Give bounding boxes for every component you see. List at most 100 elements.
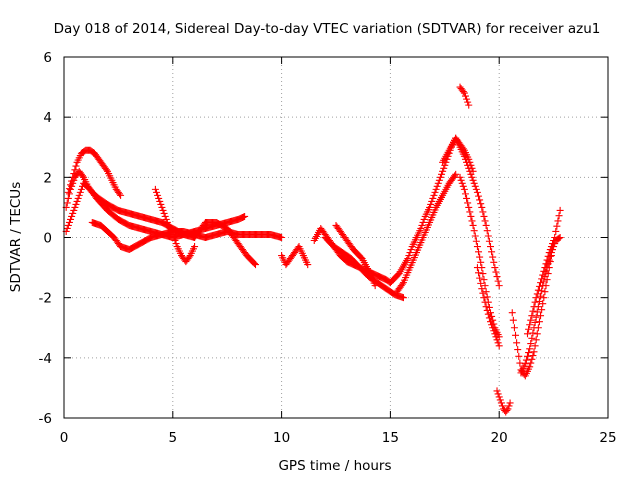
data-point — [522, 356, 530, 364]
data-point — [523, 330, 531, 338]
data-point — [537, 312, 545, 320]
data-point — [532, 336, 540, 344]
data-point — [73, 197, 81, 205]
data-point — [531, 298, 539, 306]
data-point — [433, 182, 441, 190]
data-point — [102, 166, 110, 174]
data-point — [159, 206, 167, 214]
data-point — [475, 248, 483, 256]
data-point — [537, 279, 545, 287]
data-point — [526, 321, 534, 329]
data-point — [483, 306, 491, 314]
data-point — [399, 294, 407, 302]
data-point — [515, 352, 523, 360]
data-point — [496, 396, 504, 404]
data-point — [556, 234, 564, 241]
data-point — [495, 342, 503, 350]
data-point — [492, 268, 500, 276]
data-point — [555, 212, 563, 220]
data-point — [304, 261, 312, 269]
data-point — [482, 221, 490, 229]
data-point — [529, 352, 537, 360]
data-point — [491, 330, 499, 338]
data-point — [465, 101, 473, 109]
data-point — [492, 333, 500, 341]
data-point — [475, 269, 483, 277]
data-point — [158, 203, 166, 211]
data-point — [475, 192, 483, 200]
data-point — [479, 289, 487, 297]
data-point — [434, 179, 442, 187]
data-point — [407, 246, 415, 254]
data-point — [525, 349, 533, 357]
data-point — [542, 260, 550, 268]
data-point — [473, 188, 481, 196]
data-point — [527, 316, 535, 324]
data-point — [547, 243, 555, 251]
data-point — [541, 264, 549, 272]
data-point — [151, 185, 159, 193]
data-point — [493, 387, 501, 395]
data-point — [398, 280, 406, 288]
data-point — [463, 95, 471, 103]
data-point — [463, 194, 471, 202]
data-point — [535, 318, 543, 326]
data-point — [512, 331, 520, 339]
data-point — [241, 212, 249, 220]
data-point — [477, 200, 485, 208]
data-point — [481, 217, 489, 225]
data-point — [490, 327, 498, 335]
data-point — [535, 297, 543, 305]
data-point — [451, 172, 459, 180]
data-point — [529, 329, 537, 337]
data-point — [63, 199, 71, 207]
data-point — [489, 253, 497, 261]
data-point — [493, 273, 501, 281]
data-point — [429, 194, 437, 202]
data-point — [531, 318, 539, 326]
data-point — [484, 310, 492, 318]
data-point — [465, 203, 473, 211]
data-point — [530, 324, 538, 332]
x-tick-label: 5 — [169, 430, 178, 446]
data-point — [70, 176, 78, 184]
data-point — [495, 393, 503, 401]
data-point — [156, 197, 164, 205]
data-point — [72, 162, 80, 170]
data-point — [461, 155, 469, 163]
data-point — [483, 227, 491, 235]
y-tick-label: -4 — [39, 351, 52, 367]
data-point — [471, 232, 479, 240]
data-point — [494, 339, 502, 347]
x-tick-label: 15 — [382, 430, 399, 446]
axis-ticks: 0 5 10 15 20 25 -6 -4 -2 0 2 4 6 — [39, 50, 617, 446]
data-point — [467, 170, 475, 178]
data-point — [497, 399, 505, 407]
data-point — [162, 215, 170, 223]
data-point — [250, 259, 258, 267]
data-point — [509, 316, 517, 324]
data-point — [432, 185, 440, 193]
data-point — [163, 218, 171, 226]
x-tick-label: 0 — [60, 430, 69, 446]
data-point — [63, 224, 71, 232]
data-point — [478, 285, 486, 293]
data-point — [371, 282, 379, 290]
data-point — [473, 243, 481, 251]
x-axis-label: GPS time / hours — [278, 458, 391, 474]
data-point — [504, 405, 512, 413]
data-point — [540, 294, 548, 302]
data-point — [485, 314, 493, 322]
data-point — [115, 190, 123, 198]
data-point — [117, 191, 125, 199]
data-point — [460, 89, 468, 97]
data-point — [435, 176, 443, 184]
data-point — [251, 261, 259, 269]
data-point — [513, 339, 521, 347]
data-point — [529, 307, 537, 315]
data-point — [476, 196, 484, 204]
y-tick-label: 0 — [43, 231, 52, 247]
data-point — [533, 308, 541, 316]
data-point — [528, 355, 536, 363]
data-point — [160, 209, 168, 217]
